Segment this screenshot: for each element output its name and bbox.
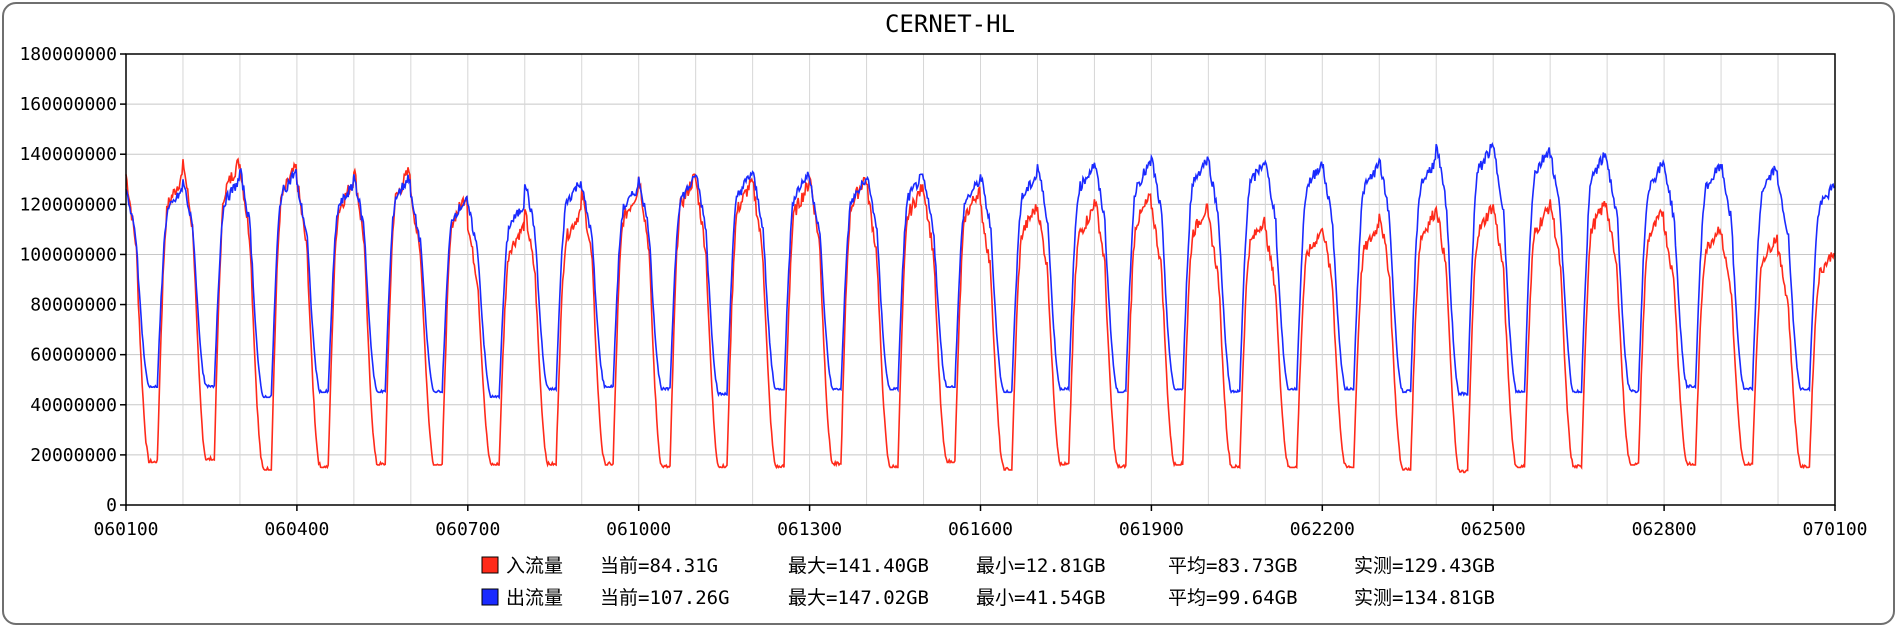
y-tick-label: 160000000 [19,94,117,115]
x-tick-label: 061900 [1119,519,1184,540]
y-tick-label: 140000000 [19,144,117,165]
legend-entry-outflow: 出流量 当前=107.26G 最大=147.02GB 最小=41.54GB 平均… [481,587,1495,609]
legend-swatch-outflow [481,588,499,606]
x-tick-label: 061600 [948,519,1013,540]
x-tick-label: 061300 [777,519,842,540]
y-tick-label: 180000000 [19,44,117,65]
y-tick-label: 100000000 [19,244,117,265]
legend-avg-inflow: 平均=83.73GB [1168,555,1298,577]
legend-measured-outflow: 实测=134.81GB [1354,587,1495,609]
y-tick-label: 0 [106,495,117,516]
legend-entry-inflow: 入流量 当前=84.31G 最大=141.40GB 最小=12.81GB 平均=… [481,555,1495,577]
x-tick-label: 060400 [264,519,329,540]
chart-title: CERNET-HL [885,10,1015,38]
x-tick-label: 062800 [1632,519,1697,540]
axes [120,53,1836,511]
legend-current-inflow: 当前=84.31G [600,555,718,577]
legend-name-inflow: 入流量 [506,555,563,577]
x-axis-tick-labels: 060100 060400 060700 061000 061300 061600 0619… [93,519,1867,540]
legend-min-outflow: 最小=41.54GB [976,587,1106,609]
legend-avg-outflow: 平均=99.64GB [1168,587,1298,609]
y-tick-label: 80000000 [30,295,117,316]
y-axis-tick-labels: 0 20000000 40000000 60000000 80000000 1000000… [19,44,117,516]
legend-measured-inflow: 实测=129.43GB [1354,555,1495,577]
x-tick-label: 062200 [1290,519,1355,540]
y-tick-label: 60000000 [30,345,117,366]
x-tick-label: 062500 [1461,519,1526,540]
x-tick-label: 060700 [435,519,500,540]
legend-min-inflow: 最小=12.81GB [976,555,1106,577]
y-tick-label: 120000000 [19,194,117,215]
legend-max-outflow: 最大=147.02GB [788,587,929,609]
plot-border [125,53,1836,506]
legend-current-outflow: 当前=107.26G [600,587,730,609]
y-tick-label: 40000000 [30,395,117,416]
legend-name-outflow: 出流量 [506,587,563,609]
legend-swatch-inflow [481,556,499,574]
legend-max-inflow: 最大=141.40GB [788,555,929,577]
outflow-series-line [125,141,1835,400]
legend: 入流量 当前=84.31G 最大=141.40GB 最小=12.81GB 平均=… [481,555,1495,609]
x-tick-label: 061000 [606,519,671,540]
x-tick-label: 060100 [93,519,158,540]
x-tick-label: 070100 [1802,519,1867,540]
y-tick-label: 20000000 [30,445,117,466]
grid-lines [126,53,1835,505]
plot-area [125,141,1835,474]
